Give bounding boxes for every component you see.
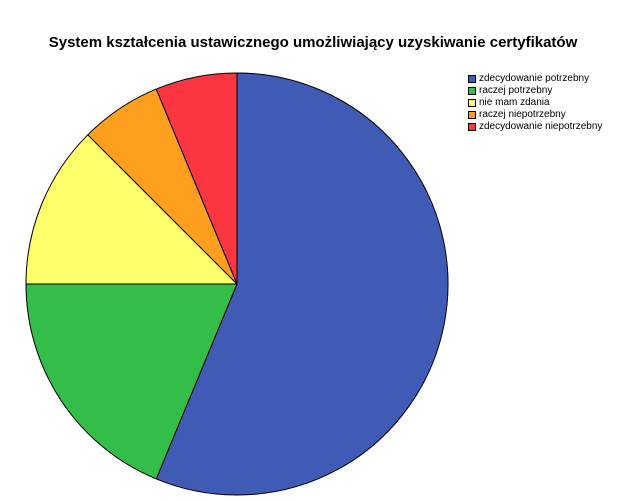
legend-label: zdecydowanie potrzebny — [479, 73, 590, 84]
legend-item: zdecydowanie niepotrzebny — [468, 121, 602, 133]
legend: zdecydowanie potrzebny raczej potrzebny ni… — [468, 73, 602, 133]
legend-swatch — [468, 87, 476, 95]
legend-swatch — [468, 99, 476, 107]
legend-label: zdecydowanie niepotrzebny — [479, 121, 603, 132]
legend-label: nie mam zdania — [479, 97, 550, 108]
pie-slice-5 — [155, 72, 238, 285]
pie-slice-2 — [25, 283, 238, 480]
legend-item: zdecydowanie potrzebny — [468, 73, 602, 85]
legend-label: raczej potrzebny — [479, 85, 553, 96]
legend-swatch — [468, 75, 476, 83]
pie-slice-1 — [155, 72, 449, 496]
chart-title: System kształcenia ustawicznego umożliwi… — [48, 34, 578, 51]
legend-item: raczej potrzebny — [468, 85, 602, 97]
pie-slice-3 — [25, 134, 238, 285]
legend-item: raczej niepotrzebny — [468, 109, 602, 121]
legend-label: raczej niepotrzebny — [479, 109, 566, 120]
legend-swatch — [468, 111, 476, 119]
legend-swatch — [468, 123, 476, 131]
legend-item: nie mam zdania — [468, 97, 602, 109]
